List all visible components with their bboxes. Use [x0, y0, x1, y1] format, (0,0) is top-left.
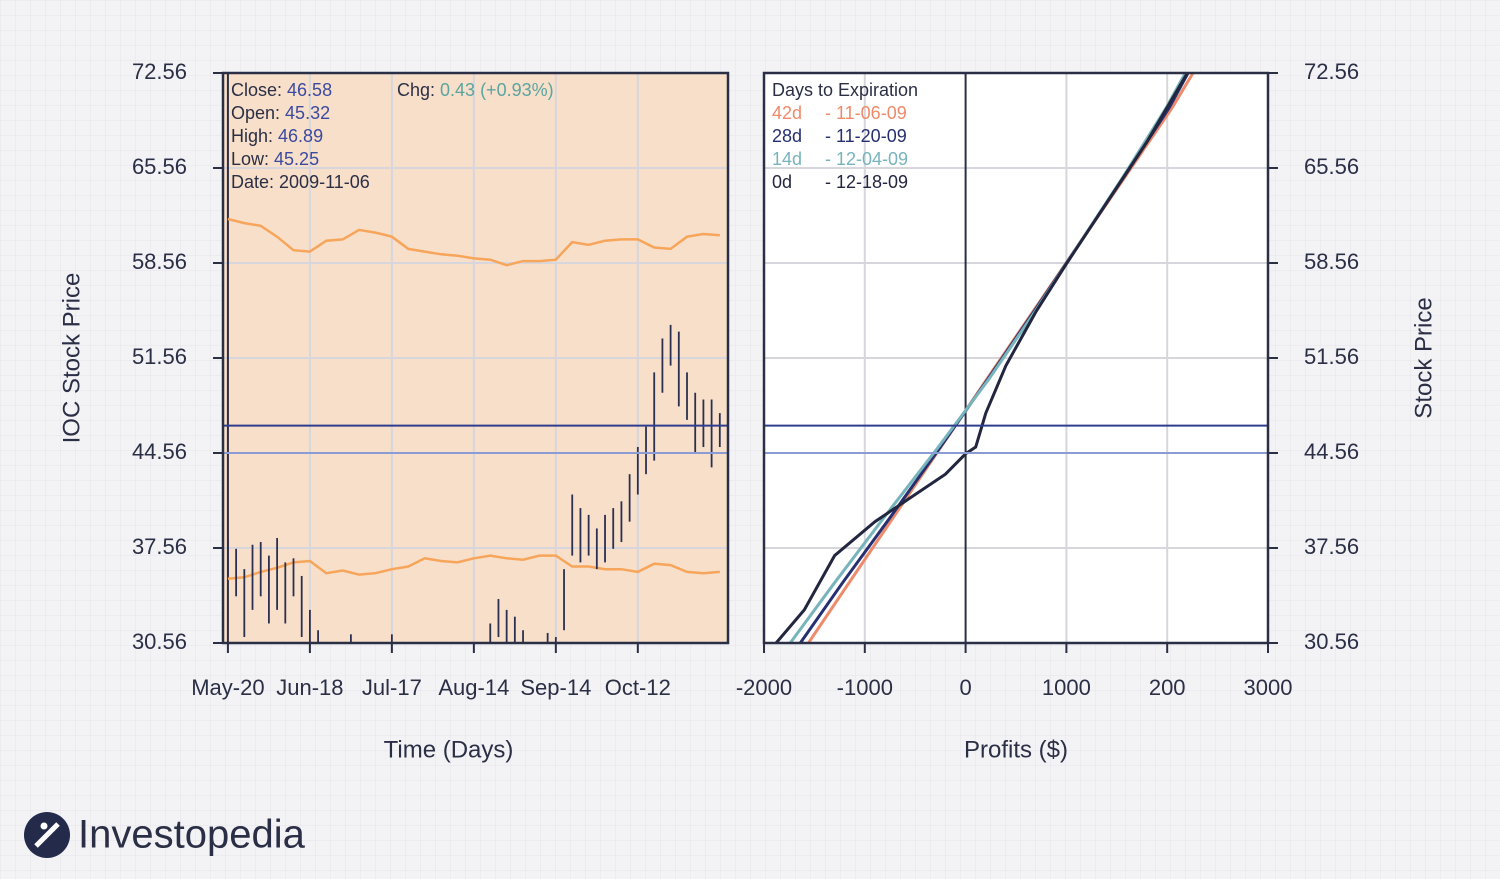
- info-label: Close:: [231, 80, 282, 100]
- legend-label: 0d: [772, 172, 792, 192]
- legend-expiry: - 11-20-09: [825, 126, 907, 146]
- band-line: [227, 554, 720, 580]
- x-tick-label: May-20: [191, 675, 264, 700]
- x-tick-label: Oct-12: [605, 675, 671, 700]
- info-value: 46.89: [278, 126, 323, 146]
- brand: Investopedia: [78, 813, 306, 857]
- info-label: Chg:: [397, 80, 435, 100]
- x-axis-title: Profits ($): [964, 736, 1068, 763]
- x-tick-label: 1000: [1042, 675, 1091, 700]
- band-line: [227, 217, 720, 267]
- y-tick-label: 37.56: [1304, 534, 1359, 559]
- info-row: Date: 2009-11-06: [231, 172, 370, 192]
- profit-line: [788, 73, 1187, 643]
- info-value: 0.43 (+0.93%): [440, 80, 554, 100]
- info-value: 46.58: [287, 80, 332, 100]
- y-tick-label: 72.56: [132, 59, 187, 84]
- info-label: Open:: [231, 103, 280, 123]
- info-change: Chg: 0.43 (+0.93%): [397, 80, 554, 100]
- x-axis-title: Time (Days): [384, 736, 514, 763]
- info-row: Open: 45.32: [231, 103, 330, 123]
- y-axis-title: IOC Stock Price: [58, 273, 85, 444]
- x-tick-label: Jun-18: [276, 675, 343, 700]
- y-tick-label: 65.56: [132, 154, 187, 179]
- x-tick-label: Aug-14: [438, 675, 509, 700]
- legend-expiry: - 12-04-09: [825, 149, 908, 169]
- x-tick-label: 0: [959, 675, 971, 700]
- info-label: Low:: [231, 149, 269, 169]
- info-row: Close: 46.58: [231, 80, 332, 100]
- legend-label: 28d: [772, 126, 802, 146]
- y-tick-label: 65.56: [1304, 154, 1359, 179]
- y-tick-label: 51.56: [132, 344, 187, 369]
- x-tick-label: 3000: [1244, 675, 1293, 700]
- plot-frame: [221, 71, 730, 645]
- y-tick-label: 44.56: [1304, 439, 1359, 464]
- y-tick-label: 30.56: [1304, 629, 1359, 654]
- info-value: 45.32: [285, 103, 330, 123]
- y-tick-label: 37.56: [132, 534, 187, 559]
- x-tick-label: -2000: [736, 675, 792, 700]
- x-tick-label: -1000: [837, 675, 893, 700]
- x-tick-label: Jul-17: [362, 675, 422, 700]
- info-value: 2009-11-06: [279, 172, 370, 192]
- plot-data: [223, 217, 728, 643]
- legend-label: 42d: [772, 103, 802, 123]
- y-tick-label: 58.56: [132, 249, 187, 274]
- info-label: Date:: [231, 172, 274, 192]
- info-label: High:: [231, 126, 273, 146]
- profit-line: [774, 73, 1189, 643]
- y-tick-label: 58.56: [1304, 249, 1359, 274]
- info-row: Low: 45.25: [231, 149, 319, 169]
- x-tick-label: 200: [1149, 675, 1186, 700]
- info-row: High: 46.89: [231, 126, 323, 146]
- plot-frame: [762, 71, 1270, 645]
- plot-data: [764, 73, 1268, 643]
- legend-expiry: - 12-18-09: [825, 172, 908, 192]
- logo: Investopedia: [24, 812, 306, 858]
- legend-title: Days to Expiration: [772, 80, 918, 100]
- y-tick-label: 44.56: [132, 439, 187, 464]
- y-tick-label: 30.56: [132, 629, 187, 654]
- x-tick-label: Sep-14: [520, 675, 591, 700]
- y-axis-title: Stock Price: [1410, 297, 1437, 418]
- info-value: 45.25: [274, 149, 319, 169]
- y-tick-label: 51.56: [1304, 344, 1359, 369]
- legend-expiry: - 11-06-09: [825, 103, 907, 123]
- legend-label: 14d: [772, 149, 802, 169]
- y-tick-label: 72.56: [1304, 59, 1359, 84]
